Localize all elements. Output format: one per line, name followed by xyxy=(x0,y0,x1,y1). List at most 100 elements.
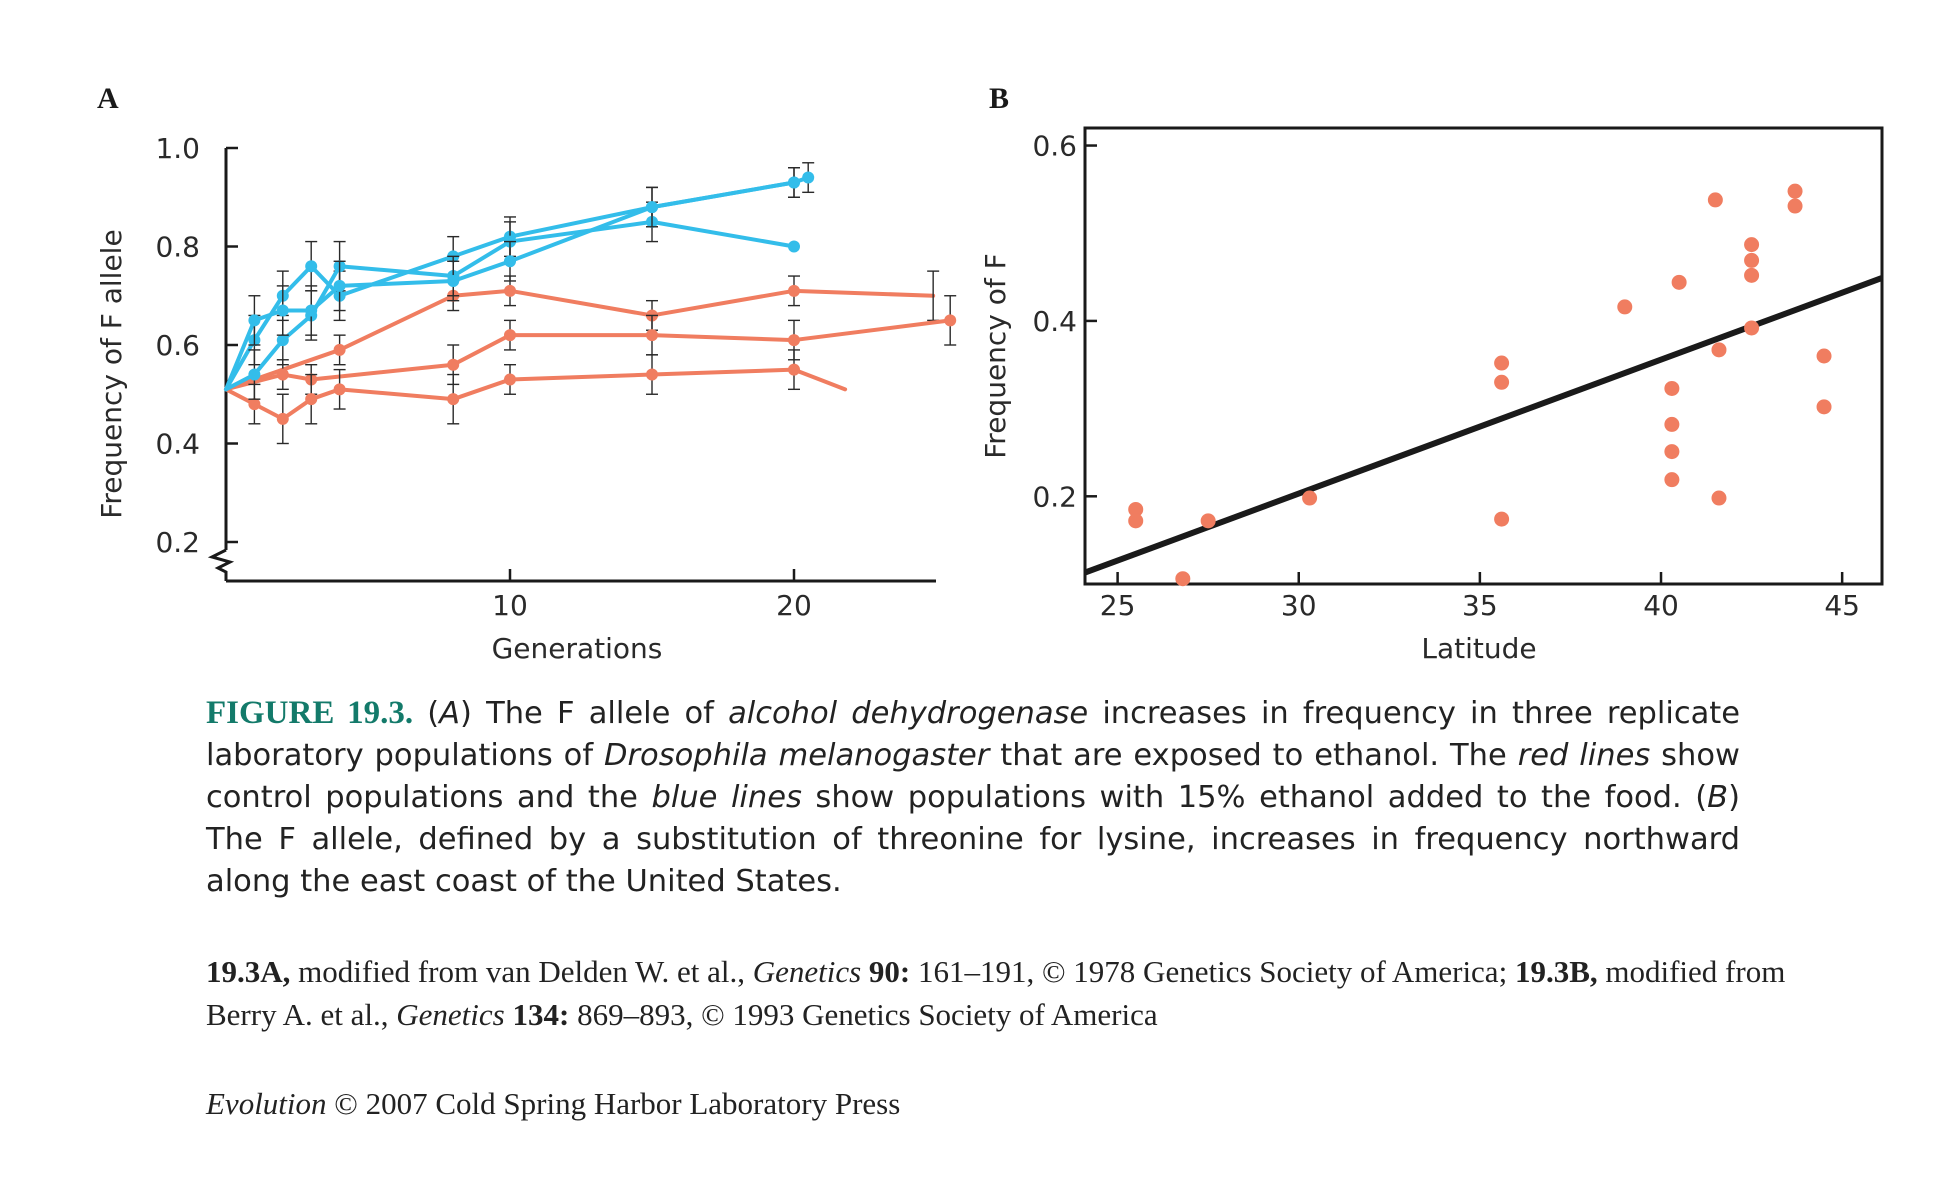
panel-a-data-point xyxy=(504,329,516,342)
panel-a-series-ethanol xyxy=(224,166,800,392)
text-segment: 90: xyxy=(868,954,911,989)
panel-b-x-tick-label: 45 xyxy=(1824,589,1860,622)
panel-b-data-point xyxy=(1128,501,1144,517)
text-segment: show control populations and the xyxy=(206,738,1740,815)
text-segment: modified from Berry A. et al., xyxy=(206,954,1786,1032)
text-segment: ) The F allele of xyxy=(460,696,729,731)
panel-a-data-point xyxy=(788,284,800,297)
text-segment: Genetics xyxy=(396,997,505,1032)
panel-a-series-control xyxy=(224,349,848,445)
panel-a-data-point xyxy=(248,368,261,381)
panel-b-data-point xyxy=(1494,374,1510,390)
text-segment: A xyxy=(439,696,461,731)
panel-a-data-point xyxy=(646,368,658,381)
panel-a-letter: A xyxy=(97,82,119,115)
text-segment: 161–191, © 1978 Genetics Society of Amer… xyxy=(910,954,1515,989)
panel-b-data-point xyxy=(1200,513,1216,529)
text-segment: blue lines xyxy=(651,780,802,815)
text-segment: 869–893, © 1993 Genetics Society of Amer… xyxy=(569,997,1158,1032)
panel-b-data-point xyxy=(1175,571,1191,587)
panel-a-data-point xyxy=(276,334,289,347)
panel-b-data-point xyxy=(1816,348,1832,364)
text-segment: © 2007 Cold Spring Harbor Laboratory Pre… xyxy=(326,1086,901,1121)
panel-b-data-point xyxy=(1787,183,1803,199)
panel-b-y-tick-label: 0.2 xyxy=(1032,480,1077,513)
panel-a-data-point xyxy=(248,398,261,411)
panel-a-y-axis-title: Frequency of F allele xyxy=(95,229,128,518)
panel-a-data-point xyxy=(788,240,800,253)
panel-a-data-point xyxy=(788,363,800,376)
panel-b-y-tick-label: 0.6 xyxy=(1032,130,1077,163)
panel-b-x-axis-title: Latitude xyxy=(1421,632,1536,665)
text-segment: Drosophila melanogaster xyxy=(604,738,990,773)
text-segment: increases in frequency in three replicat… xyxy=(206,696,1741,773)
text-segment: 19.3A, xyxy=(206,954,291,989)
panel-a-data-point xyxy=(447,393,460,406)
text-segment: B xyxy=(1707,780,1729,815)
panel-b-data-point xyxy=(1302,490,1318,506)
text-segment: modified from van Delden W. et al., xyxy=(290,954,753,989)
panel-a-y-tick-label: 0.4 xyxy=(155,428,200,461)
panel-b-data-point xyxy=(1711,342,1727,358)
panel-a-data-point xyxy=(504,255,516,268)
panel-a-data-point xyxy=(276,368,289,381)
panel-a-data-point xyxy=(504,373,516,386)
panel-b-data-point xyxy=(1744,252,1760,268)
panel-a-x-axis-title: Generations xyxy=(492,632,663,665)
panel-b-y-tick-label: 0.4 xyxy=(1032,305,1077,338)
panel-a-x-tick-label: 10 xyxy=(492,589,528,622)
panel-a-data-point xyxy=(788,334,800,347)
panel-a-data-point xyxy=(447,274,460,287)
panel-b-data-point xyxy=(1494,511,1510,527)
panel-b-data-point xyxy=(1494,355,1510,371)
text-segment xyxy=(861,954,869,989)
panel-a-y-tick-label: 0.6 xyxy=(155,329,200,362)
text-segment: 134: xyxy=(512,997,570,1032)
panel-a-data-point xyxy=(333,279,346,292)
text-segment: 19.3B, xyxy=(1514,954,1598,989)
text-segment: red lines xyxy=(1517,738,1651,773)
panel-a-data-point xyxy=(305,304,318,317)
panel-b-data-point xyxy=(1711,490,1727,506)
panel-b-data-point xyxy=(1617,299,1633,315)
text-segment: show populations with 15% ethanol added … xyxy=(801,780,1708,815)
panel-a-data-point xyxy=(276,412,289,425)
panel-a-data-point xyxy=(276,304,289,317)
panel-b-data-point xyxy=(1787,198,1803,214)
panel-a-data-point xyxy=(646,201,658,214)
text-segment: alcohol dehydrogenase xyxy=(728,696,1089,731)
panel-a-data-point xyxy=(248,314,261,327)
text-segment: Evolution xyxy=(206,1086,327,1121)
panel-b-letter: B xyxy=(989,82,1009,115)
panel-a-series-line xyxy=(224,288,936,392)
panel-a-y-tick-label: 0.8 xyxy=(155,231,200,264)
figure-number: FIGURE 19.3. xyxy=(206,695,414,731)
panel-b-data-point xyxy=(1664,444,1680,460)
text-segment: Genetics xyxy=(752,954,862,989)
panel-b-x-tick-label: 40 xyxy=(1643,589,1679,622)
panel-b-data-point xyxy=(1664,416,1680,432)
panel-b-data-point xyxy=(1816,399,1832,415)
copyright-footer: Evolution © 2007 Cold Spring Harbor Labo… xyxy=(206,1086,900,1122)
panel-a-data-point xyxy=(802,171,815,184)
panel-a-axis-break xyxy=(207,548,235,581)
panel-a-data-point xyxy=(305,393,318,406)
panel-a-series-control xyxy=(224,295,957,395)
panel-a-y-tick-label: 0.2 xyxy=(155,526,200,559)
panel-b-x-tick-label: 35 xyxy=(1462,589,1498,622)
panel-a-x-tick-label: 20 xyxy=(776,589,812,622)
panel-a-data-point xyxy=(504,284,516,297)
source-credit: 19.3A, modified from van Delden W. et al… xyxy=(206,950,1806,1036)
panel-b-data-point xyxy=(1664,380,1680,396)
panel-b-x-tick-label: 25 xyxy=(1100,589,1136,622)
panel-a-data-point xyxy=(646,329,658,342)
text-segment: that are exposed to ethanol. The xyxy=(989,738,1518,773)
panel-a-data-point xyxy=(333,383,346,396)
panel-a-y-tick-label: 1.0 xyxy=(155,132,200,165)
panel-b-data-point xyxy=(1744,237,1760,253)
panel-b-data-point xyxy=(1707,192,1723,208)
panel-a-data-point xyxy=(333,343,346,356)
text-segment: ) The F allele, defined by a substitutio… xyxy=(206,780,1740,899)
panel-a-data-point xyxy=(788,176,800,189)
panel-a-data-point xyxy=(944,314,957,327)
